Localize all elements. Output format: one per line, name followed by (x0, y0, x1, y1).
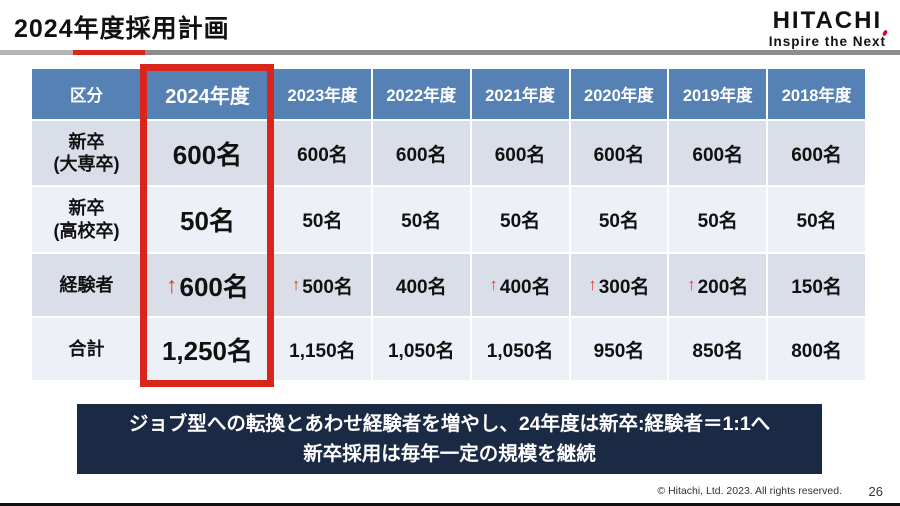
table-header-cell: 2024年度 (143, 69, 272, 119)
table-row-label: 経験者 (32, 254, 141, 316)
table-value-cell: 600名 (372, 121, 470, 185)
copyright-text: © Hitachi, Ltd. 2023. All rights reserve… (657, 485, 842, 497)
table-value-cell: 600名 (143, 121, 272, 185)
table-row-label: 合計 (32, 318, 141, 380)
table-value-cell: 800名 (768, 318, 865, 380)
table-value-cell: ↑ 500名 (274, 254, 371, 316)
hitachi-logo-tagline: Inspire the Next (768, 34, 886, 50)
hitachi-logo-text: HITACHI (772, 7, 883, 34)
table-value-cell: 1,050名 (372, 318, 470, 380)
banner-line-2: 新卒採用は毎年一定の規模を継続 (303, 443, 596, 465)
up-arrow-icon: ↑ (291, 275, 301, 294)
hitachi-logo: HITACHI Inspire the Next (768, 7, 888, 51)
table-header-cell: 2018年度 (768, 69, 865, 119)
table-header-cell: 2020年度 (570, 69, 668, 119)
up-arrow-icon: ↑ (687, 275, 696, 294)
table-header-cell: 2023年度 (274, 69, 371, 119)
table-row-label: 新卒 (高校卒) (32, 187, 141, 252)
table-value-cell: 950名 (570, 318, 668, 380)
table-header-cell: 2021年度 (471, 69, 569, 119)
banner-line-1: ジョブ型への転換とあわせ経験者を増やし、24年度は新卒:経験者＝1:1へ (128, 412, 771, 435)
table-value-cell: ↑ 200名 (669, 254, 767, 316)
table-value-cell: 50名 (570, 187, 668, 252)
table-value-cell: 50名 (274, 187, 371, 252)
title-underline-red-segment (73, 50, 145, 55)
table-value-cell: ↑ 300名 (570, 254, 668, 316)
table-header-cell: 区分 (32, 69, 141, 119)
up-arrow-icon: ↑ (588, 275, 597, 294)
table-value-cell: 600名 (768, 121, 865, 185)
table-value-cell: 600名 (669, 121, 767, 185)
table-value-cell: ↑ 600名 (143, 254, 272, 316)
table-value-cell: 50名 (471, 187, 569, 252)
table-row-label: 新卒 (大専卒) (32, 121, 141, 185)
table-value-cell: 50名 (372, 187, 470, 252)
slide-bottom-border (0, 503, 900, 506)
table-value-cell: 600名 (570, 121, 668, 185)
table-value-cell: 50名 (768, 187, 865, 252)
table-value-cell: ↑ 400名 (471, 254, 569, 316)
up-arrow-icon: ↑ (489, 275, 498, 294)
recruitment-table: 区分 2024年度 2023年度 2022年度 2021年度 2020年度 2019年度 20… (32, 69, 865, 382)
title-underline (0, 50, 900, 55)
summary-banner: ジョブ型への転換とあわせ経験者を増やし、24年度は新卒:経験者＝1:1へ 新卒採… (77, 404, 822, 474)
table-value-cell: 850名 (669, 318, 767, 380)
table-value-cell: 150名 (768, 254, 865, 316)
table-value-cell: 50名 (669, 187, 767, 252)
table-value-cell: 600名 (471, 121, 569, 185)
logo-red-accent-icon (882, 29, 888, 37)
up-arrow-icon: ↑ (166, 271, 178, 298)
table-value-cell: 600名 (274, 121, 371, 185)
table-value-cell: 1,050名 (471, 318, 569, 380)
table-value-cell: 1,250名 (143, 318, 272, 380)
title-underline-light-segment (0, 50, 73, 55)
table-value-cell: 50名 (143, 187, 272, 252)
table-value-cell: 1,150名 (274, 318, 371, 380)
table-header-cell: 2022年度 (372, 69, 470, 119)
page-title: 2024年度採用計画 (14, 15, 230, 43)
page-number: 26 (868, 484, 883, 499)
table-value-cell: 400名 (372, 254, 470, 316)
table-header-cell: 2019年度 (669, 69, 767, 119)
